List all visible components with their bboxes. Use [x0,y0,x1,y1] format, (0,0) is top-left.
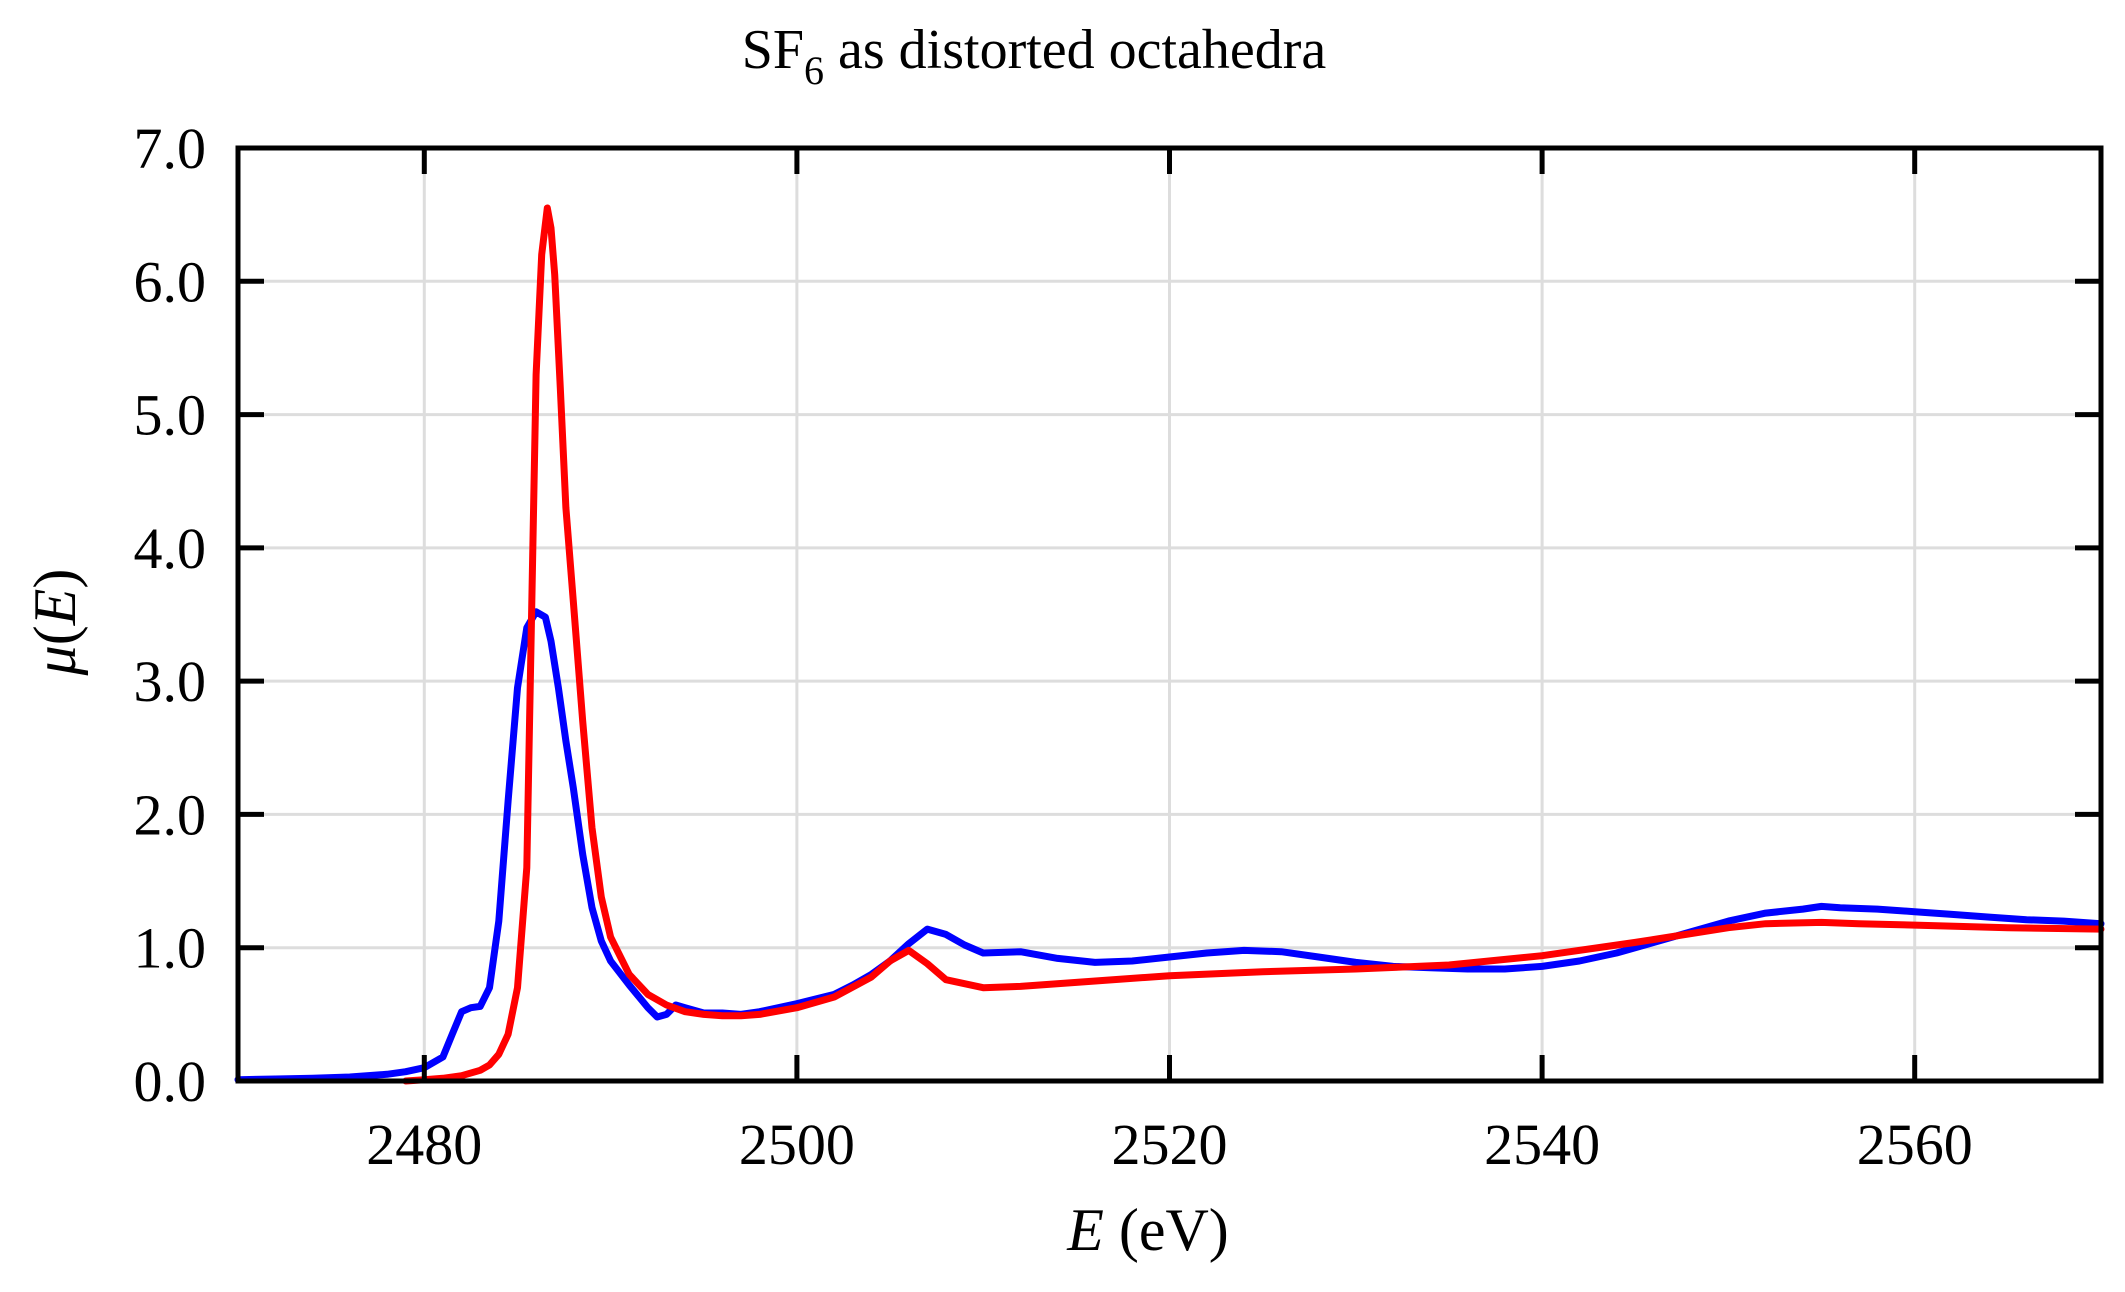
chart-title: SF6 as distorted octahedra [742,19,1327,93]
y-tick-label-5: 5.0 [134,383,207,448]
y-tick-label-1: 1.0 [134,916,207,981]
grid [238,148,2101,1081]
tick-labels: 2480 2500 2520 2540 2560 0.0 1.0 2.0 3.0 4.0 5.0 6.… [134,116,1973,1177]
y-tick-label-7: 7.0 [134,116,207,181]
ticks [238,145,2101,1084]
y-axis-greek: μ [22,645,88,676]
series-line-1 [402,204,2105,1085]
x-axis-unit: (eV) [1104,1197,1229,1263]
x-tick-label-2: 2520 [1112,1112,1228,1177]
title-rest: as distorted octahedra [824,19,1326,81]
y-tick-label-2: 2.0 [134,782,207,847]
x-tick-label-4: 2560 [1857,1112,1973,1177]
y-axis-label: μ(E) [22,569,88,677]
y-tick-label-0: 0.0 [134,1049,207,1114]
title-main: SF [742,19,804,81]
x-tick-label-1: 2500 [739,1112,855,1177]
x-axis-var: E [1066,1197,1104,1263]
y-axis-open-paren: ( [22,625,88,645]
title-subscript: 6 [804,48,824,93]
x-axis-label: E (eV) [1066,1197,1229,1263]
y-axis-close-paren: ) [22,569,88,589]
x-tick-label-0: 2480 [366,1112,482,1177]
x-tick-label-3: 2540 [1484,1112,1600,1177]
series-layer [234,204,2105,1085]
y-axis-var: E [22,589,88,627]
y-tick-label-4: 4.0 [134,516,207,581]
y-tick-label-3: 3.0 [134,649,207,714]
y-tick-label-6: 6.0 [134,249,207,314]
